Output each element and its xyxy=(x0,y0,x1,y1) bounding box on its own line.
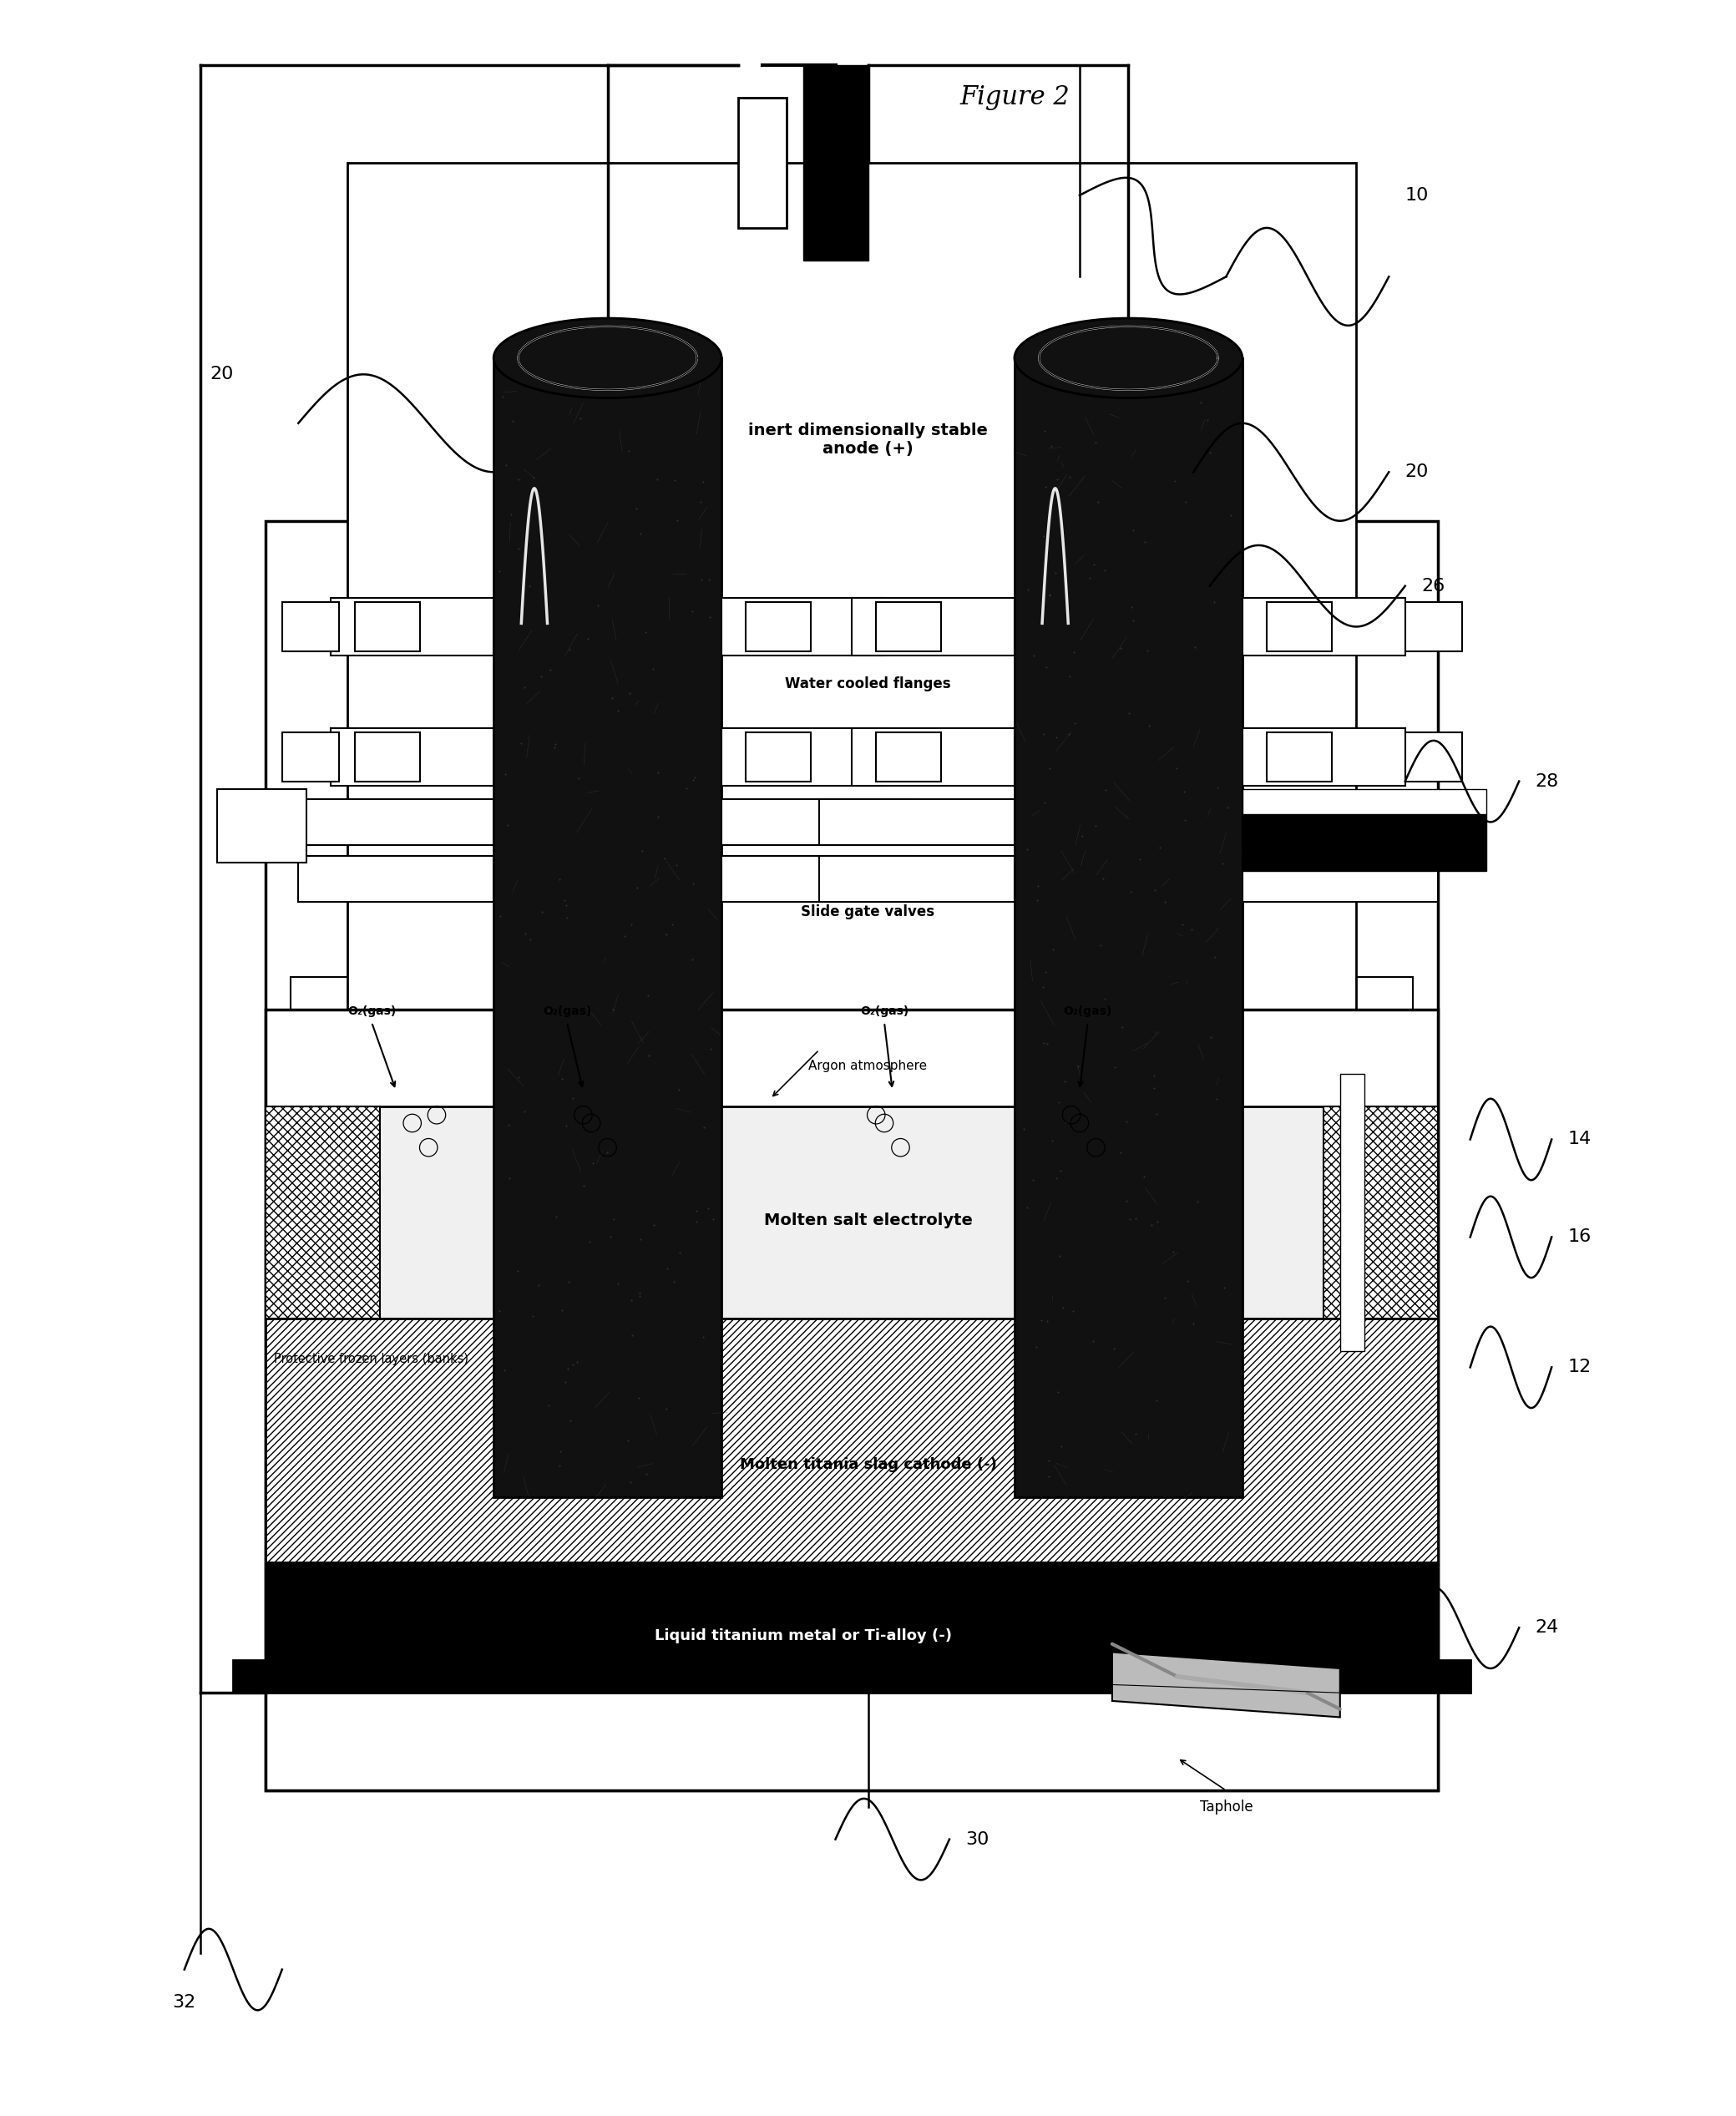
Text: O₂(gas): O₂(gas) xyxy=(1064,1005,1113,1018)
Bar xyxy=(1014,358,1243,1498)
Text: Molten salt electrolyte: Molten salt electrolyte xyxy=(764,1212,972,1229)
Bar xyxy=(819,857,1014,901)
Bar xyxy=(332,728,493,785)
Polygon shape xyxy=(1113,1653,1340,1718)
Polygon shape xyxy=(1014,317,1243,398)
Text: 30: 30 xyxy=(965,1830,990,1847)
Bar xyxy=(299,857,493,901)
Text: 12: 12 xyxy=(1568,1358,1592,1375)
Bar xyxy=(722,800,917,844)
Bar xyxy=(356,603,420,652)
Polygon shape xyxy=(493,317,722,398)
Bar xyxy=(1325,1107,1437,1318)
Text: 32: 32 xyxy=(172,1993,196,2010)
Bar xyxy=(266,1562,1437,1693)
Bar xyxy=(722,857,917,901)
Bar xyxy=(1243,728,1404,785)
Text: O₂(gas): O₂(gas) xyxy=(859,1005,908,1018)
Bar xyxy=(852,728,1014,785)
Bar xyxy=(1243,599,1404,656)
Bar xyxy=(493,358,722,1498)
Bar xyxy=(819,800,1014,844)
Text: Liquid titanium metal or Ti-alloy (-): Liquid titanium metal or Ti-alloy (-) xyxy=(654,1629,951,1644)
Bar xyxy=(217,789,307,863)
Bar xyxy=(266,521,1437,1790)
Bar xyxy=(233,1661,1470,1693)
Text: Water cooled flanges: Water cooled flanges xyxy=(785,677,951,692)
Bar xyxy=(299,800,493,844)
Text: 16: 16 xyxy=(1568,1229,1592,1246)
Bar xyxy=(802,66,868,260)
Bar xyxy=(266,1318,1437,1562)
Bar xyxy=(356,732,420,781)
Text: Molten titania slag cathode (-): Molten titania slag cathode (-) xyxy=(740,1458,996,1473)
Text: O₂(gas): O₂(gas) xyxy=(543,1005,592,1018)
Bar xyxy=(1267,603,1332,652)
Text: 20: 20 xyxy=(210,366,233,383)
Bar xyxy=(266,1107,1437,1318)
Text: 14: 14 xyxy=(1568,1132,1592,1147)
Text: 20: 20 xyxy=(1404,463,1429,480)
Bar xyxy=(1014,358,1243,1498)
Text: Slide gate valves: Slide gate valves xyxy=(800,904,936,918)
Bar xyxy=(1267,732,1332,781)
Bar xyxy=(347,163,1356,1075)
Text: inert dimensionally stable
anode (+): inert dimensionally stable anode (+) xyxy=(748,423,988,457)
Bar xyxy=(1243,789,1486,815)
Bar xyxy=(290,978,1413,1790)
Text: Figure 2: Figure 2 xyxy=(960,85,1069,110)
Bar xyxy=(877,603,941,652)
Bar xyxy=(1243,815,1486,872)
Bar xyxy=(738,97,786,229)
Bar xyxy=(1404,732,1462,781)
Bar xyxy=(1404,603,1462,652)
Bar xyxy=(332,599,493,656)
Text: 26: 26 xyxy=(1422,578,1444,595)
Bar xyxy=(266,1009,1437,1790)
Bar xyxy=(722,728,884,785)
Bar xyxy=(266,1107,380,1318)
Text: 28: 28 xyxy=(1535,772,1559,789)
Bar xyxy=(746,732,811,781)
Bar xyxy=(1340,1075,1364,1350)
Bar xyxy=(746,603,811,652)
Text: Protective frozen layers (banks): Protective frozen layers (banks) xyxy=(274,1352,469,1365)
Bar xyxy=(1243,857,1437,901)
Text: 10: 10 xyxy=(1404,186,1429,203)
Text: Taphole: Taphole xyxy=(1200,1799,1253,1813)
Text: Argon atmosphere: Argon atmosphere xyxy=(809,1060,927,1073)
Bar xyxy=(1243,800,1437,844)
Bar xyxy=(281,603,339,652)
Bar xyxy=(877,732,941,781)
Bar xyxy=(493,358,722,1498)
Bar xyxy=(722,599,884,656)
Bar xyxy=(281,732,339,781)
Text: 24: 24 xyxy=(1535,1619,1559,1636)
Bar xyxy=(852,599,1014,656)
Text: O₂(gas): O₂(gas) xyxy=(347,1005,396,1018)
